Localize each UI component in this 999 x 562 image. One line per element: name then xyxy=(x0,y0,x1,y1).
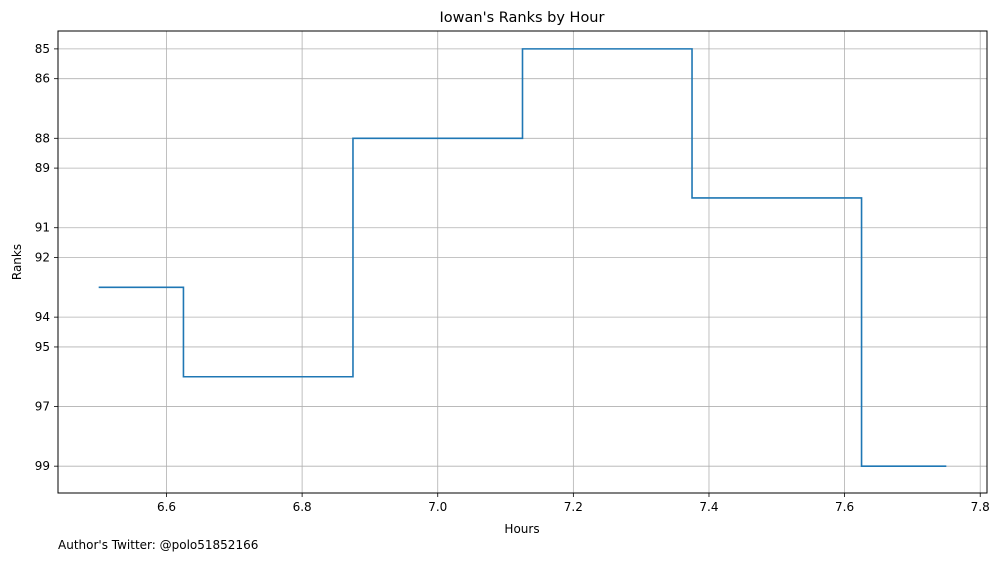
x-tick-label: 7.8 xyxy=(971,500,990,514)
x-axis-title: Hours xyxy=(504,522,539,536)
y-tick-label: 89 xyxy=(35,161,50,175)
x-tick-label: 7.2 xyxy=(564,500,583,514)
x-tick-label: 7.6 xyxy=(835,500,854,514)
author-footnote: Author's Twitter: @polo51852166 xyxy=(58,538,259,552)
y-tick-label: 94 xyxy=(35,310,50,324)
x-axis: 6.6 6.8 7.0 7.2 7.4 7.6 7.8 xyxy=(157,493,990,514)
y-tick-label: 99 xyxy=(35,459,50,473)
y-tick-label: 86 xyxy=(35,72,50,86)
grid-lines xyxy=(58,31,987,493)
y-tick-label: 95 xyxy=(35,340,50,354)
y-axis: 85 86 88 89 91 92 94 95 97 99 xyxy=(35,42,58,473)
x-tick-label: 7.0 xyxy=(428,500,447,514)
y-tick-label: 88 xyxy=(35,131,50,145)
chart-title: Iowan's Ranks by Hour xyxy=(440,10,605,26)
y-tick-label: 91 xyxy=(35,221,50,235)
plot-frame xyxy=(57,30,988,494)
x-tick-label: 6.6 xyxy=(157,500,176,514)
rank-series-line xyxy=(98,48,947,467)
x-tick-label: 7.4 xyxy=(699,500,718,514)
y-tick-label: 97 xyxy=(35,400,50,414)
y-axis-title: Ranks xyxy=(10,244,24,280)
y-tick-label: 92 xyxy=(35,251,50,265)
y-tick-label: 85 xyxy=(35,42,50,56)
series-group xyxy=(98,48,947,467)
x-tick-label: 6.8 xyxy=(293,500,312,514)
